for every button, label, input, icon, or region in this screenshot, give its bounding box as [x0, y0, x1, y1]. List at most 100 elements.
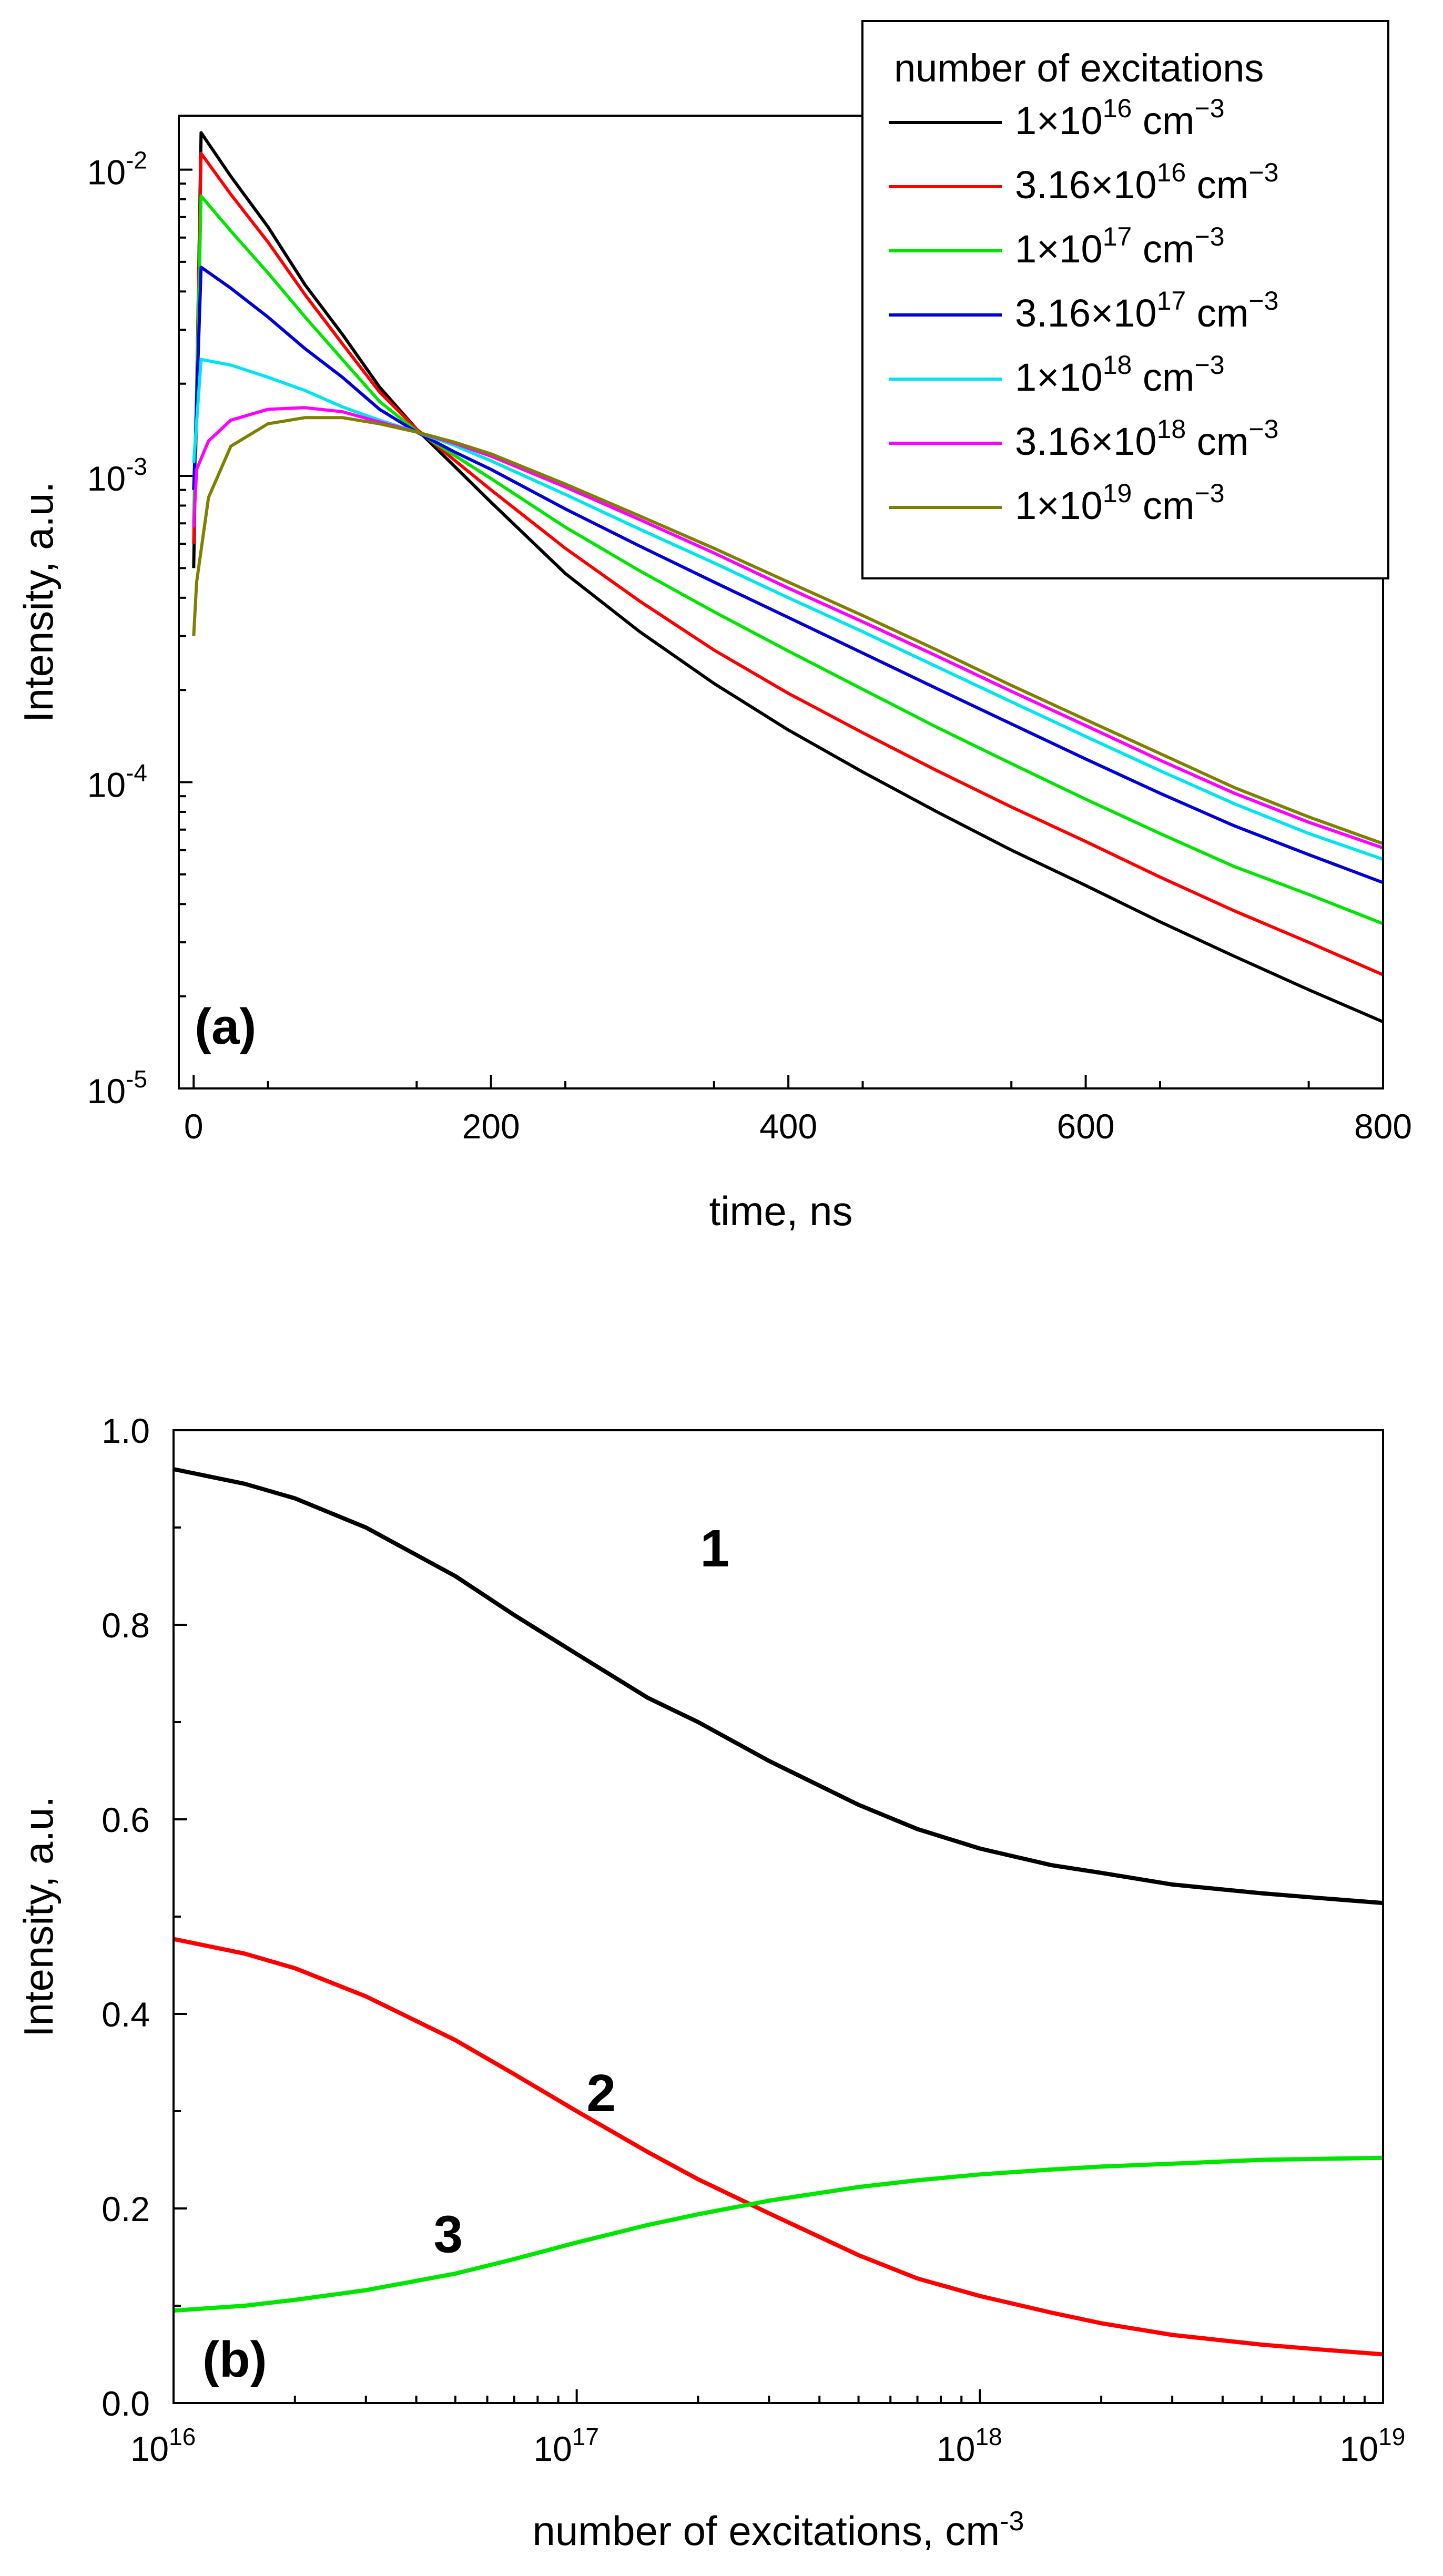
legend-entry-exp-2: 17	[1103, 222, 1132, 251]
panel-a-y-tick-label-2-exp: -3	[126, 453, 147, 480]
panel-a-y-tick-label-1-exp: -4	[126, 759, 147, 787]
legend-entry-unit-exp-4: −3	[1195, 350, 1225, 380]
legend-entry-exp-4: 18	[1103, 350, 1132, 380]
panel-a-y-tick-label-3-base: 10	[87, 153, 126, 192]
legend-entry-6: 1×1019 cm−3	[1015, 478, 1225, 527]
legend-entry-unit-exp-2: −3	[1195, 222, 1225, 251]
legend-entry-base-3: 3.16×10	[1015, 291, 1157, 335]
legend-entry-unit-exp-1: −3	[1248, 158, 1278, 187]
legend-entry-unit-exp-6: −3	[1195, 478, 1225, 508]
panel-b-series-line-0	[173, 1467, 1384, 1906]
legend-entry-unit-4: cm	[1132, 355, 1194, 399]
panel-a-y-tick-label-3-exp: -2	[126, 147, 147, 174]
panel-a-y-tick-label-1: 10-4	[87, 759, 147, 805]
panel-b-curve-tag-2: 3	[433, 2205, 463, 2264]
panel-b-y-tick-label-0: 0.0	[101, 2384, 150, 2423]
panel-a-y-tick-label-0: 10-5	[87, 1065, 147, 1111]
panel-a-series-line-5	[192, 406, 1384, 850]
panel-b-x-tick-label-2-exp: 18	[975, 2423, 1002, 2450]
legend-entry-unit-1: cm	[1186, 163, 1248, 207]
panel-b-x-tick-label-2-base: 10	[937, 2429, 975, 2468]
panel-b-x-tick-label-0: 1016	[130, 2423, 196, 2468]
panel-a-plot-frame	[178, 115, 1384, 1090]
panel-b-x-axis-title: number of excitations, cm-3	[533, 2506, 1024, 2554]
panel-a-y-tick-label-0-exp: -5	[126, 1065, 147, 1093]
legend-entry-unit-0: cm	[1132, 99, 1194, 142]
panel-b-y-tick-label-1: 0.2	[101, 2190, 150, 2228]
panel-b-x-tick-label-3: 1019	[1340, 2423, 1406, 2468]
legend-entry-unit-exp-3: −3	[1248, 286, 1278, 315]
legend-entry-1: 3.16×1016 cm−3	[1015, 158, 1278, 207]
legend-entry-base-4: 1×10	[1015, 355, 1103, 399]
panel-a-y-tick-label-2: 10-3	[87, 453, 147, 498]
panel-a-series-line-1	[192, 151, 1384, 976]
panel-b-x-tick-label-1: 1017	[533, 2423, 599, 2468]
legend-entry-exp-0: 16	[1103, 94, 1132, 123]
legend-entry-base-0: 1×10	[1015, 99, 1103, 142]
panel-b-label: (b)	[202, 2331, 267, 2388]
panel-b-series-line-1	[173, 1937, 1384, 2357]
legend-entry-unit-2: cm	[1132, 227, 1194, 271]
legend-entry-unit-exp-0: −3	[1195, 94, 1225, 123]
panel-b-curve-tag-0: 1	[700, 1519, 729, 1578]
panel-b-x-tick-label-1-exp: 17	[572, 2423, 599, 2450]
panel-a-x-tick-label-3: 600	[1057, 1107, 1115, 1146]
panel-b-x-tick-label-0-exp: 16	[169, 2423, 196, 2450]
panel-b-y-tick-label-4: 0.8	[101, 1606, 150, 1645]
legend-box	[861, 20, 1389, 579]
panel-a-series-line-4	[192, 358, 1384, 861]
panel-b-series-line-2	[173, 2155, 1384, 2313]
panel-a-x-tick-label-2: 400	[759, 1107, 817, 1146]
panel-a-series-group	[192, 131, 1384, 1024]
panel-b-x-tick-label-2: 1018	[937, 2423, 1002, 2468]
panel-b-y-tick-label-2: 0.4	[101, 1995, 150, 2034]
legend-entry-exp-6: 19	[1103, 478, 1132, 508]
panel-a-x-tick-label-0: 0	[184, 1107, 204, 1146]
panel-b-curve-tags: 1 2 3	[433, 1519, 729, 2264]
legend-entry-unit-5: cm	[1186, 420, 1248, 463]
panel-a-series-line-0	[192, 131, 1384, 1024]
panel-a-x-tick-label-4: 800	[1354, 1107, 1412, 1146]
panel-b-x-tick-label-1-base: 10	[533, 2429, 572, 2468]
panel-b-x-tick-label-0-base: 10	[130, 2429, 169, 2468]
legend-entry-0: 1×1016 cm−3	[1015, 94, 1225, 142]
panel-b-x-axis-title-exp: -3	[1000, 2506, 1024, 2537]
panel-a-y-axis-title: Intensity, a.u.	[15, 482, 62, 722]
panel-a-series-line-3	[192, 266, 1384, 884]
legend-entry-base-2: 1×10	[1015, 227, 1103, 271]
panel-b-y-tick-label-5: 1.0	[101, 1411, 150, 1450]
panel-b-y-tick-label-3: 0.6	[101, 1800, 150, 1839]
legend-entry-2: 1×1017 cm−3	[1015, 222, 1225, 271]
panel-b-series-group	[173, 1467, 1384, 2357]
legend-entry-unit-6: cm	[1132, 484, 1194, 527]
panel-a-x-tick-label-1: 200	[462, 1107, 520, 1146]
legend-entry-3: 3.16×1017 cm−3	[1015, 286, 1278, 335]
panel-a-series-line-6	[192, 416, 1384, 846]
panel-b-x-tick-label-3-base: 10	[1340, 2429, 1378, 2468]
panel-a-y-tick-label-0-base: 10	[87, 1072, 126, 1111]
legend-entry-unit-exp-5: −3	[1248, 414, 1278, 444]
panel-a-x-axis-title: time, ns	[709, 1188, 852, 1234]
panel-a-legend: number of excitations 1×1016 cm−33.16×10…	[861, 20, 1389, 579]
legend-entry-exp-1: 16	[1157, 158, 1186, 187]
panel-b-x-axis-title-base: number of excitations, cm	[533, 2508, 1000, 2554]
panel-b-curve-tag-1: 2	[586, 2064, 616, 2123]
panel-a-y-tick-label-1-base: 10	[87, 766, 126, 805]
panel-a-y-tick-label-3: 10-2	[87, 147, 147, 192]
legend-entry-base-5: 3.16×10	[1015, 420, 1157, 463]
legend-entry-exp-5: 18	[1157, 414, 1186, 444]
panel-a-y-tick-label-2-base: 10	[87, 459, 126, 498]
legend-entry-base-1: 3.16×10	[1015, 163, 1157, 207]
legend-title: number of excitations	[894, 46, 1264, 90]
panel-a-label: (a)	[195, 999, 256, 1055]
legend-entry-5: 3.16×1018 cm−3	[1015, 414, 1278, 463]
legend-entry-4: 1×1018 cm−3	[1015, 350, 1225, 399]
panel-a-series-line-2	[192, 194, 1384, 925]
legend-entry-exp-3: 17	[1157, 286, 1186, 315]
panel-b-x-tick-label-3-exp: 19	[1378, 2423, 1405, 2450]
